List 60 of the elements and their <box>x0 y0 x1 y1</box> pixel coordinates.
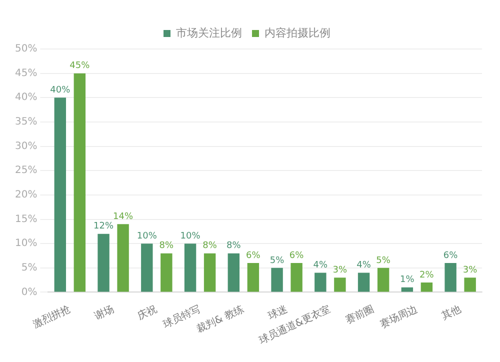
y-tick-label: 5% <box>21 262 38 274</box>
y-tick-label: 45% <box>14 68 38 79</box>
x-tick-label: 其他 <box>439 302 463 322</box>
bar <box>247 263 260 292</box>
text: 10% <box>180 231 200 242</box>
bar <box>184 244 196 292</box>
bar <box>314 272 326 292</box>
y-tick-label: 20% <box>14 190 38 201</box>
bar <box>420 282 433 292</box>
text: 1% <box>400 275 414 286</box>
bar <box>358 272 370 292</box>
text: 8% <box>226 241 241 252</box>
legend-label: 内容拍摄比例 <box>264 26 330 40</box>
x-tick-label: 庆祝 <box>136 302 160 322</box>
bar <box>401 287 414 292</box>
text: 8% <box>159 241 174 252</box>
text: 3% <box>462 265 478 276</box>
x-tick-label: 赛场周边 <box>378 302 420 331</box>
legend-label: 市场关注比例 <box>176 26 242 40</box>
text: 12% <box>94 222 114 232</box>
text: 4% <box>356 260 371 271</box>
y-tick-label: 35% <box>14 116 38 128</box>
text: 8% <box>202 241 217 252</box>
y-tick-label: 0% <box>21 286 38 298</box>
text: 2% <box>420 270 434 280</box>
bar <box>98 234 110 292</box>
bar <box>204 253 216 292</box>
x-tick-label: 球迷 <box>266 302 290 322</box>
bar <box>228 253 240 292</box>
bar <box>74 73 86 292</box>
x-tick-label: 激烈拼抢 <box>30 302 72 331</box>
y-tick-label: 10% <box>14 238 38 250</box>
bar <box>160 253 172 292</box>
text: 3% <box>332 265 348 276</box>
text: 10% <box>136 231 157 242</box>
y-tick-label: 25% <box>14 165 38 176</box>
text: 6% <box>246 250 260 261</box>
bar <box>334 278 346 292</box>
y-tick-label: 30% <box>14 140 38 152</box>
text: 40% <box>50 85 70 96</box>
bar <box>377 268 390 292</box>
bar <box>141 244 153 292</box>
bar <box>271 268 283 292</box>
text: 5% <box>376 256 390 266</box>
y-tick-label: 15% <box>14 214 38 225</box>
bar <box>54 98 66 292</box>
bar <box>290 263 302 292</box>
x-tick-label: 赛前圈 <box>344 302 376 326</box>
text: 5% <box>270 256 284 266</box>
text: 14% <box>113 212 134 222</box>
text: 6% <box>443 250 458 261</box>
y-tick-label: 50% <box>14 44 38 55</box>
bar <box>464 278 476 292</box>
bar <box>117 224 129 292</box>
text: 4% <box>313 260 328 271</box>
y-tick-label: 40% <box>14 92 38 104</box>
text: 6% <box>289 250 304 261</box>
x-tick-label: 谢场 <box>92 302 116 322</box>
text: 45% <box>70 61 90 72</box>
bar <box>444 263 456 292</box>
